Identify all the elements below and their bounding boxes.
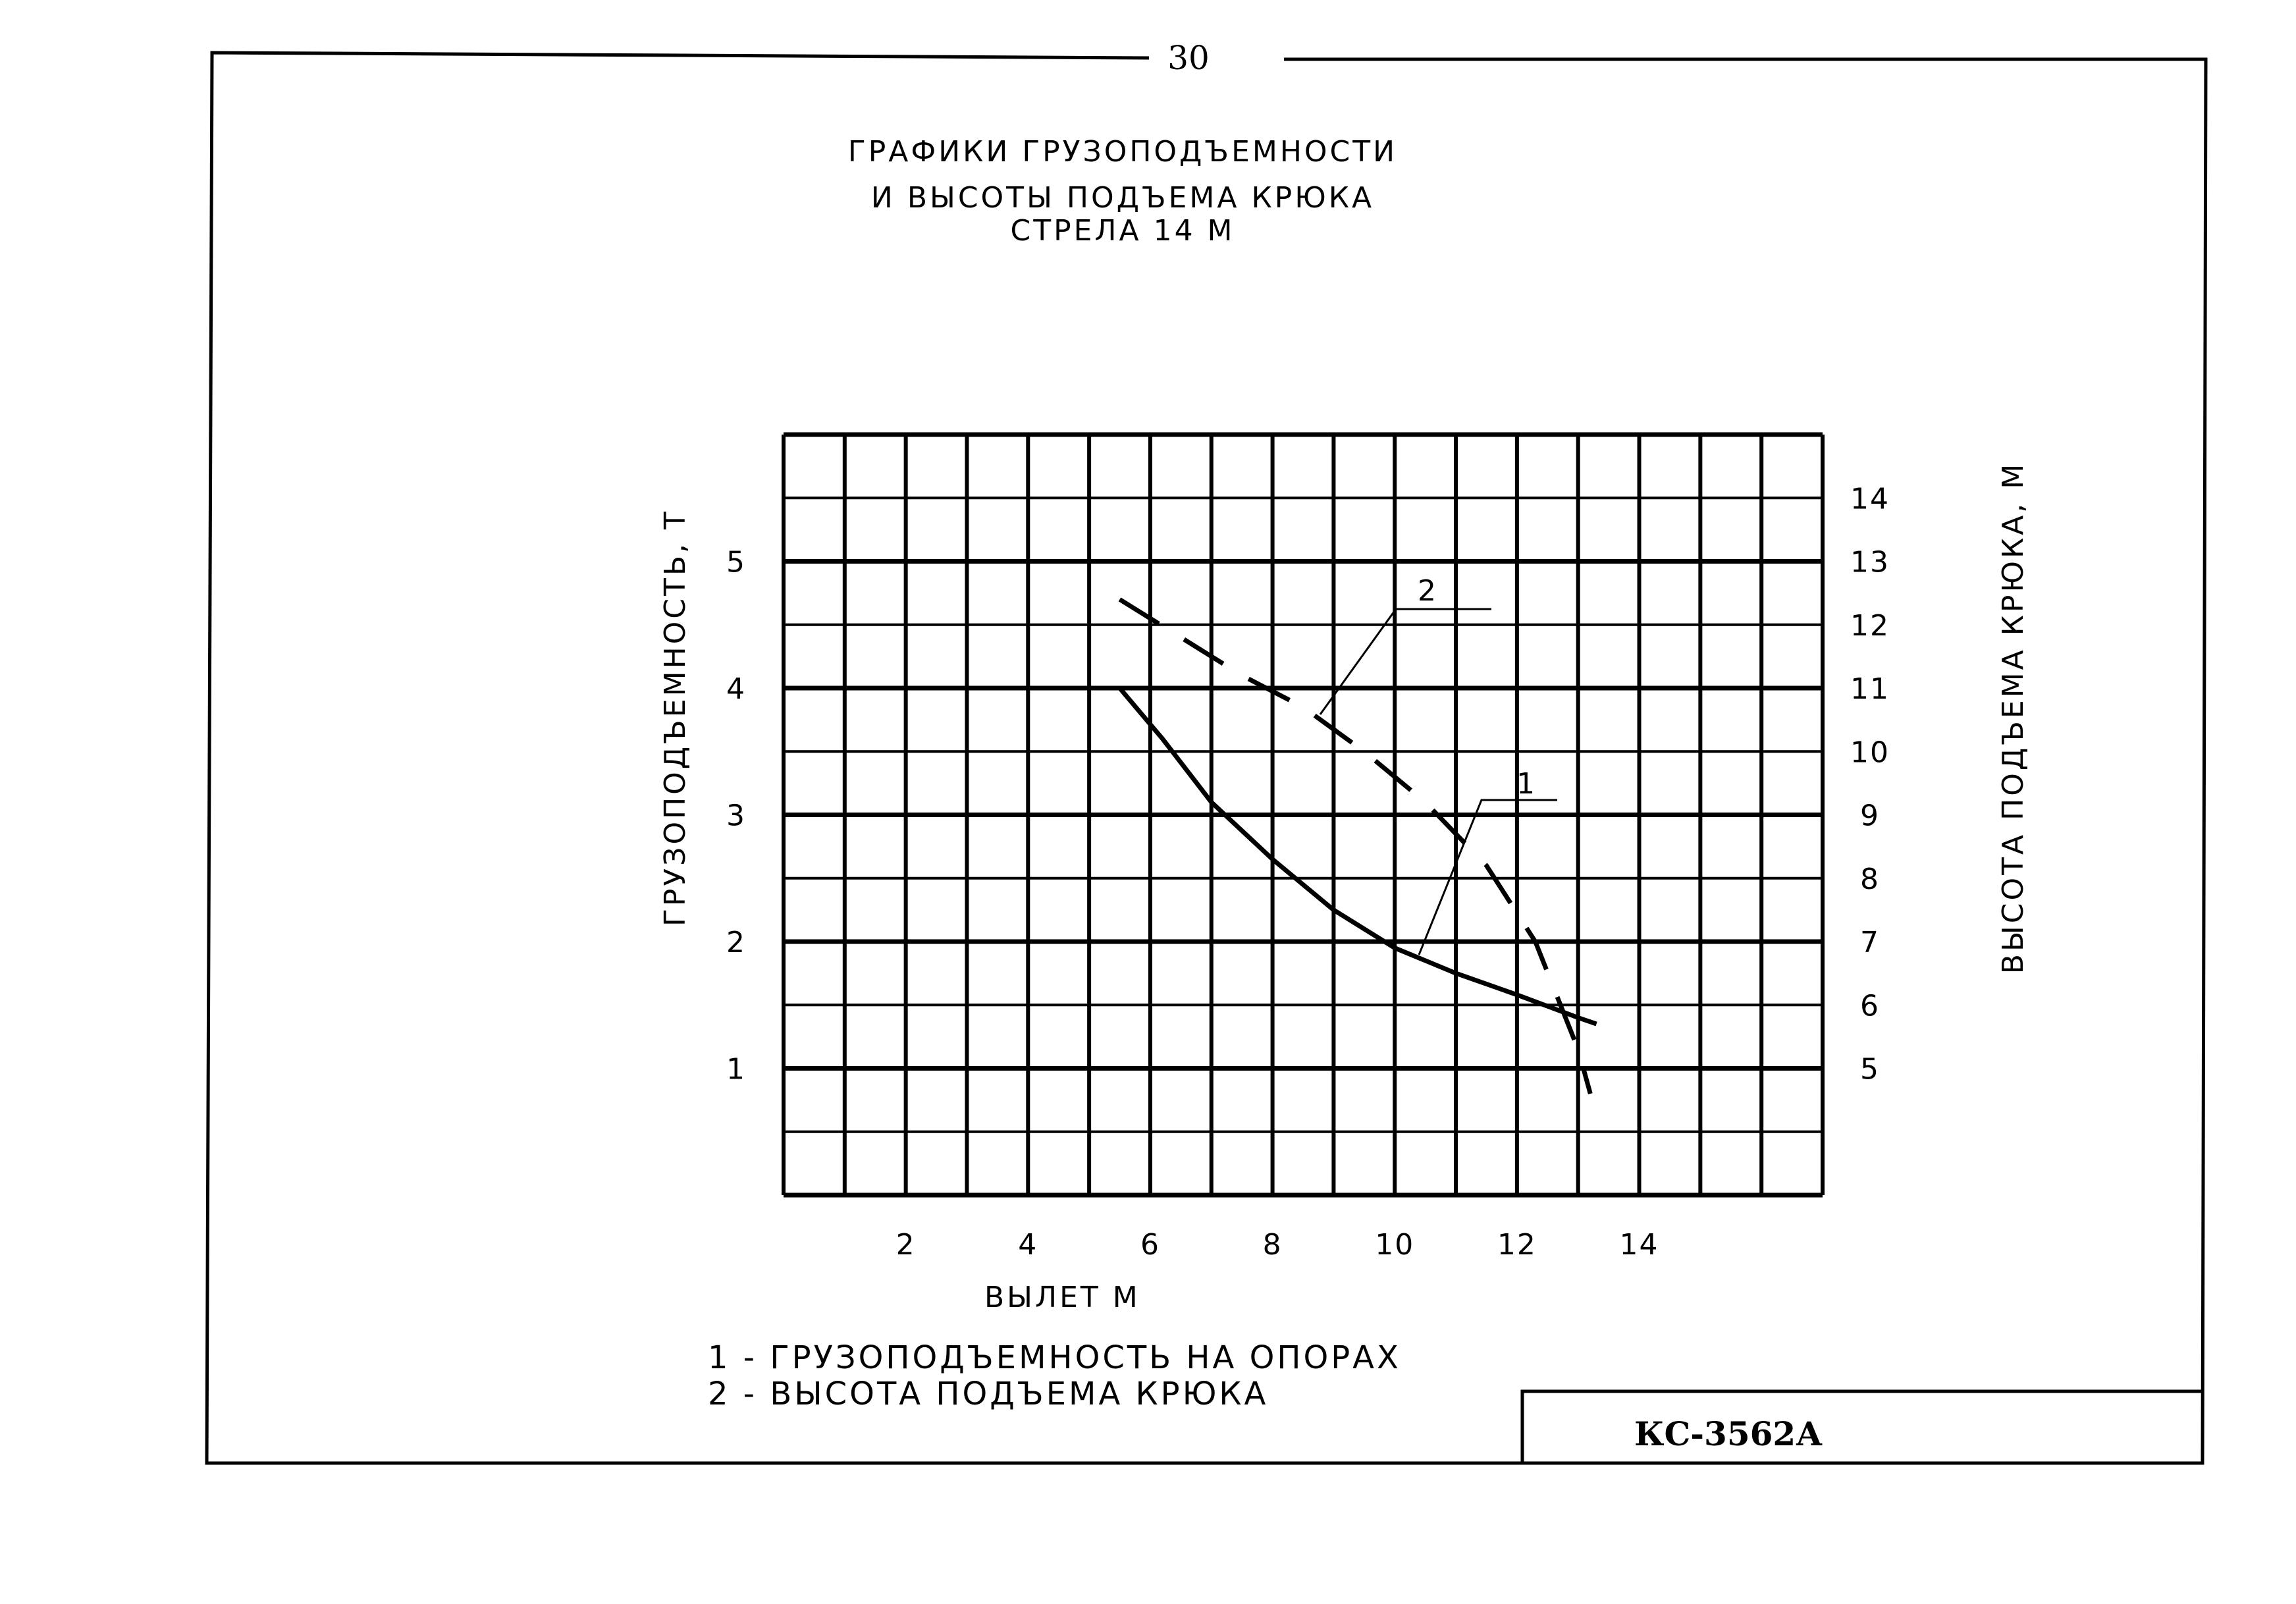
y-left-tick-label: 3 [726,799,746,833]
legend-item-1: 1 - ГРУЗОПОДЪЕМНОСТЬ НА ОПОРАХ [708,1339,1401,1376]
chart-title-line-1: ГРАФИКИ ГРУЗОПОДЪЕМНОСТИ [848,135,1397,169]
y-right-tick-label: 6 [1860,989,1880,1023]
y-right-tick-label: 9 [1860,799,1880,833]
callout-series-2 [1319,608,1491,715]
series-line-1 [1117,686,1597,1027]
y-right-tick-label: 5 [1860,1053,1880,1086]
x-tick-label: 6 [1140,1228,1160,1262]
x-tick-label: 2 [896,1228,916,1262]
callout-series-1 [1418,799,1557,955]
x-tick-label: 10 [1375,1228,1414,1262]
chart-title-line-2: И ВЫСОТЫ ПОДЪЕМА КРЮКА [871,181,1374,215]
y-right-tick-label: 8 [1860,863,1880,896]
chart-grid [782,432,1825,1198]
frame-left-part [205,51,2208,1465]
title-block [1520,1389,2203,1463]
callout-leader-1 [1418,799,1557,955]
callout-leader-2 [1319,608,1491,715]
chart-title-line-3: СТРЕЛА 14 М [1010,214,1235,248]
x-tick-label: 14 [1620,1228,1659,1262]
y-right-tick-labels: 5 6 7 8 9 10 11 12 13 14 [1850,482,1890,1086]
y-right-tick-label: 7 [1860,926,1880,959]
y-right-tick-label: 10 [1850,735,1890,769]
title-block-border [1520,1389,2203,1463]
x-tick-label: 8 [1263,1228,1283,1262]
callout-label-1: 1 [1516,767,1536,801]
legend-item-2: 2 - ВЫСОТА ПОДЪЕМА КРЮКА [708,1376,1268,1412]
x-tick-label: 12 [1497,1228,1537,1262]
callout-label-2: 2 [1418,574,1437,608]
y-left-axis-label: ГРУЗОПОДЪЕМНОСТЬ, Т [658,509,692,926]
y-left-tick-label: 1 [726,1053,746,1086]
y-right-tick-label: 12 [1850,609,1890,643]
x-tick-label: 4 [1018,1228,1038,1262]
y-right-tick-label: 14 [1850,482,1890,516]
page-number: 30 [1167,39,1210,77]
x-tick-labels: 2 4 6 8 10 12 14 [896,1228,1659,1262]
y-left-tick-label: 2 [726,926,746,959]
series-layer [1117,597,1597,1094]
y-right-tick-label: 13 [1850,546,1890,579]
drawing-code: КС-3562А [1634,1414,1823,1453]
series-line-2 [1118,597,1593,1094]
y-right-axis-label: ВЫСОТА ПОДЪЕМА КРЮКА, М [1996,462,2030,974]
x-axis-label: ВЫЛЕТ М [984,1281,1140,1314]
y-left-tick-label: 4 [726,672,746,706]
sheet-frame [205,51,2208,1465]
y-right-tick-label: 11 [1850,672,1890,706]
y-left-tick-label: 5 [726,546,746,579]
y-left-tick-labels: 1 2 3 4 5 [726,546,746,1086]
